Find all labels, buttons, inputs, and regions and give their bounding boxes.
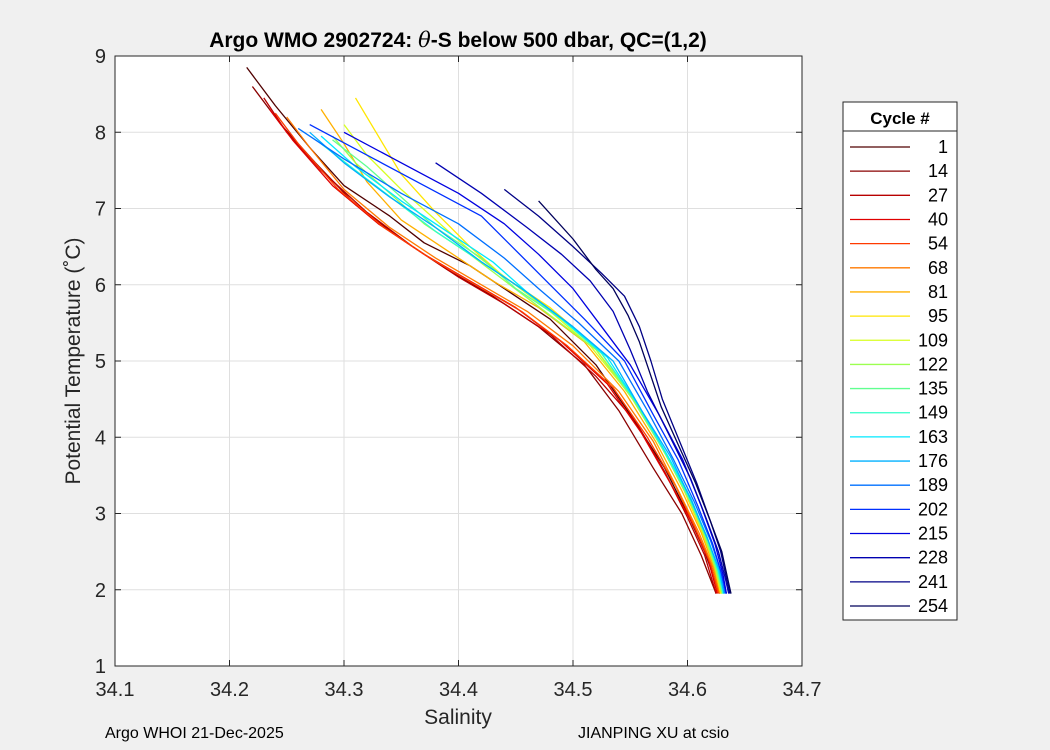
legend-label-27: 27 xyxy=(928,185,948,205)
y-tick-label-7: 8 xyxy=(95,122,106,144)
y-tick-label-2: 3 xyxy=(95,504,106,526)
legend-label-68: 68 xyxy=(928,258,948,278)
chart-title-theta: θ xyxy=(418,28,431,52)
legend-label-202: 202 xyxy=(918,499,948,519)
legend-label-254: 254 xyxy=(918,596,948,616)
legend-label-1: 1 xyxy=(938,137,948,157)
legend-label-95: 95 xyxy=(928,306,948,326)
legend-label-189: 189 xyxy=(918,475,948,495)
series-line-cycle-241 xyxy=(503,188,731,594)
series-line-cycle-189 xyxy=(297,127,726,594)
legend-label-176: 176 xyxy=(918,451,948,471)
legend-label-135: 135 xyxy=(918,379,948,399)
footer-right: JIANPING XU at csio xyxy=(578,725,730,742)
legend-title: Cycle # xyxy=(870,109,930,128)
series-line-cycle-1 xyxy=(246,67,721,594)
x-tick-label-0: 34.1 xyxy=(96,679,135,701)
x-tick-label-6: 34.7 xyxy=(783,679,822,701)
x-tick-label-3: 34.4 xyxy=(439,679,478,701)
series-line-cycle-27 xyxy=(263,97,717,594)
series-line-cycle-68 xyxy=(286,116,721,594)
legend-label-163: 163 xyxy=(918,427,948,447)
y-tick-label-0: 1 xyxy=(95,656,106,678)
footer-left: Argo WHOI 21-Dec-2025 xyxy=(105,725,284,742)
y-tick-label-4: 5 xyxy=(95,351,106,373)
series-layer xyxy=(246,67,732,594)
axis-ticks: 34.1 34.2 34.3 34.4 34.5 34.6 34.7 1 2 3 4 5 6 7 8 9 xyxy=(95,46,822,701)
legend-label-215: 215 xyxy=(918,524,948,544)
series-line-cycle-54 xyxy=(274,112,720,594)
y-axis-label: Potential Temperature (˚C) xyxy=(62,237,85,484)
legend-label-81: 81 xyxy=(928,282,948,302)
legend: Cycle # 1 14 27 40 54 68 81 95 109 122 135 149 163 17… xyxy=(842,101,958,621)
y-tick-label-6: 7 xyxy=(95,199,106,221)
x-tick-label-4: 34.5 xyxy=(554,679,593,701)
x-tick-label-5: 34.6 xyxy=(668,679,707,701)
series-line-cycle-122 xyxy=(332,135,723,594)
series-line-cycle-228 xyxy=(435,162,730,594)
y-tick-label-3: 4 xyxy=(95,427,106,449)
legend-label-54: 54 xyxy=(928,234,948,254)
legend-entries: 1 14 27 40 54 68 81 95 109 122 135 149 163 176 189 202 2… xyxy=(850,137,948,616)
x-axis-label: Salinity xyxy=(424,706,492,729)
x-tick-label-2: 34.3 xyxy=(325,679,364,701)
legend-label-149: 149 xyxy=(918,403,948,423)
y-tick-label-1: 2 xyxy=(95,580,106,602)
x-tick-label-1: 34.2 xyxy=(210,679,249,701)
series-line-cycle-81 xyxy=(320,109,722,594)
series-line-cycle-254 xyxy=(538,200,732,594)
legend-label-122: 122 xyxy=(918,354,948,374)
chart-title-suffix: -S below 500 dbar, QC=(1,2) xyxy=(431,29,707,52)
chart-title-prefix: Argo WMO 2902724: xyxy=(209,29,418,52)
legend-label-228: 228 xyxy=(918,548,948,568)
y-tick-label-8: 9 xyxy=(95,46,106,68)
chart-title: Argo WMO 2902724: θ-S below 500 dbar, QC… xyxy=(209,28,707,52)
series-line-cycle-202 xyxy=(309,124,728,594)
legend-label-241: 241 xyxy=(918,572,948,592)
series-line-cycle-176 xyxy=(309,131,725,594)
legend-label-40: 40 xyxy=(928,209,948,229)
legend-label-14: 14 xyxy=(928,161,948,181)
legend-label-109: 109 xyxy=(918,330,948,350)
y-tick-label-5: 6 xyxy=(95,275,106,297)
